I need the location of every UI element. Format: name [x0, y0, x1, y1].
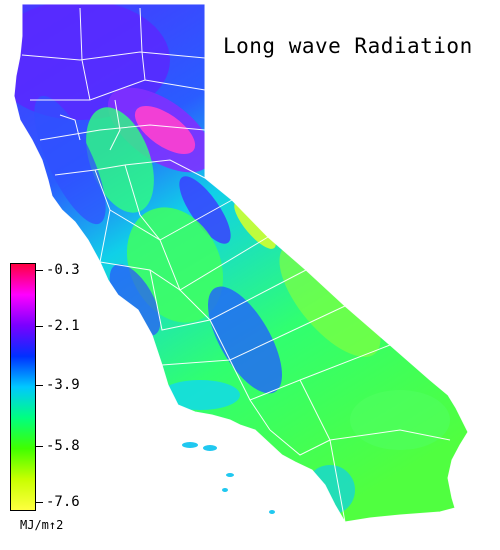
legend-tick-label: -2.1 — [46, 318, 80, 334]
legend-unit-label: MJ/m↑2 — [20, 518, 64, 532]
map-title: Long wave Radiation — [223, 34, 473, 58]
legend-colorbar — [10, 263, 36, 511]
legend-tick-mark — [36, 385, 43, 386]
legend-tick-mark — [36, 446, 43, 447]
legend-tick-mark — [36, 326, 43, 327]
legend-tick-label: -3.9 — [46, 377, 80, 393]
legend-tick-label: -5.8 — [46, 438, 80, 454]
legend-tick-label: -0.3 — [46, 262, 80, 278]
legend-tick-mark — [36, 502, 43, 503]
legend-tick-mark — [36, 270, 43, 271]
legend-tick-label: -7.6 — [46, 494, 80, 510]
